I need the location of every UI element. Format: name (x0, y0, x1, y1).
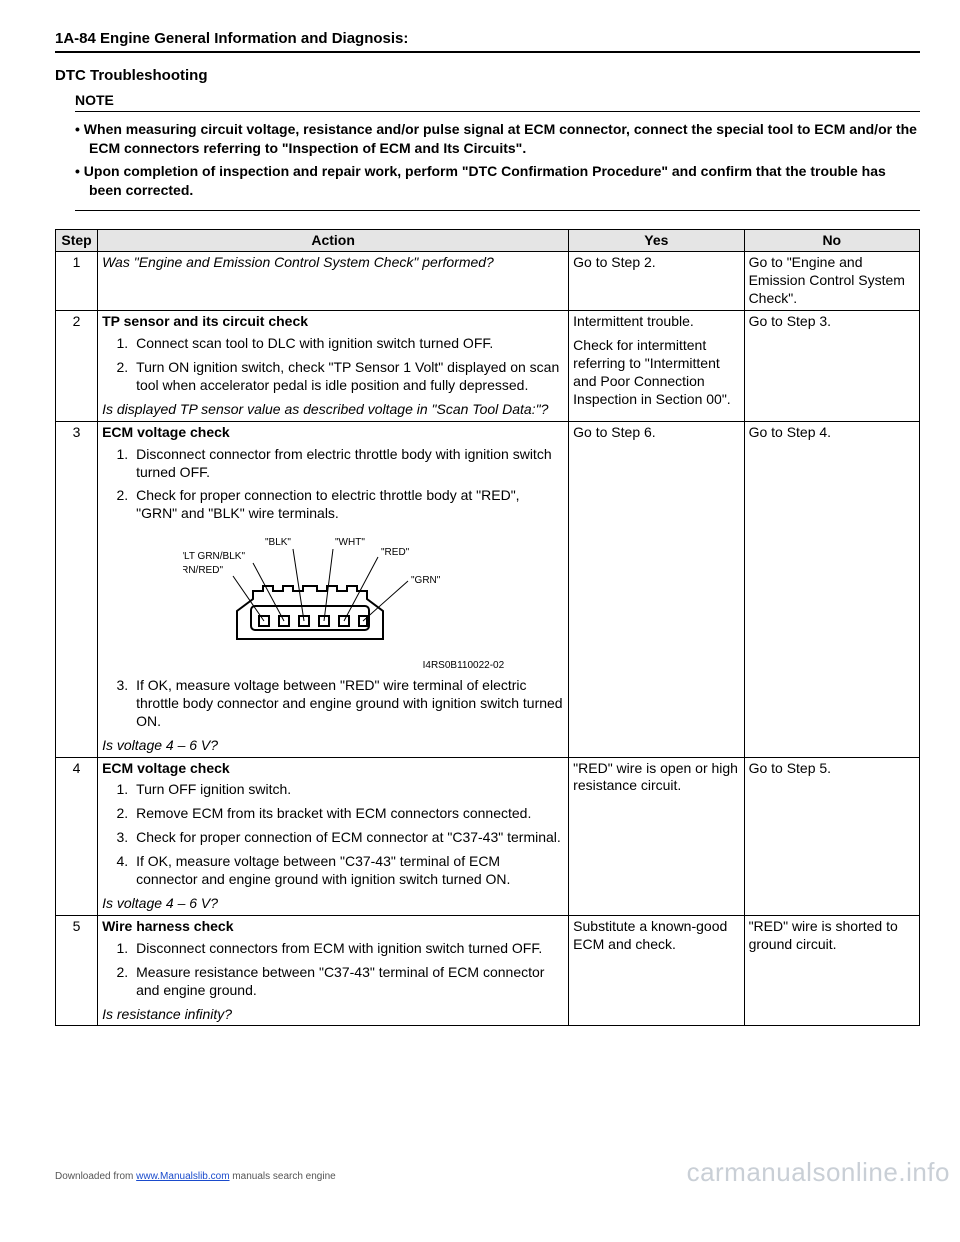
cell-yes: Intermittent trouble. Check for intermit… (569, 311, 744, 422)
table-row: 5 Wire harness check Disconnect connecto… (56, 915, 920, 1026)
yes-line: Intermittent trouble. (573, 313, 739, 331)
action-steps: Connect scan tool to DLC with ignition s… (102, 335, 564, 395)
connector-diagram: "LT GRN/RED" "LT GRN/BLK" "BLK" "WHT" "R… (102, 531, 564, 673)
cell-step: 1 (56, 252, 98, 311)
cell-no: Go to "Engine and Emission Control Syste… (744, 252, 919, 311)
action-step: Connect scan tool to DLC with ignition s… (132, 335, 564, 353)
action-step: If OK, measure voltage between "C37-43" … (132, 853, 564, 889)
cell-action: Was "Engine and Emission Control System … (98, 252, 569, 311)
note-item: When measuring circuit voltage, resistan… (75, 120, 920, 158)
cell-action: ECM voltage check Disconnect connector f… (98, 421, 569, 757)
table-row: 1 Was "Engine and Emission Control Syste… (56, 252, 920, 311)
cell-no: Go to Step 3. (744, 311, 919, 422)
action-step: Remove ECM from its bracket with ECM con… (132, 805, 564, 823)
note-block: NOTE When measuring circuit voltage, res… (75, 92, 920, 211)
cell-step: 2 (56, 311, 98, 422)
action-steps: Turn OFF ignition switch. Remove ECM fro… (102, 781, 564, 889)
action-question: Is voltage 4 – 6 V? (102, 737, 564, 755)
cell-action: TP sensor and its circuit check Connect … (98, 311, 569, 422)
table-row: 2 TP sensor and its circuit check Connec… (56, 311, 920, 422)
section-title: DTC Troubleshooting (55, 67, 920, 84)
action-step: Turn ON ignition switch, check "TP Senso… (132, 359, 564, 395)
cell-step: 4 (56, 757, 98, 915)
connector-svg: "LT GRN/RED" "LT GRN/BLK" "BLK" "WHT" "R… (183, 531, 483, 661)
cell-step: 3 (56, 421, 98, 757)
action-step: Disconnect connector from electric throt… (132, 446, 564, 482)
cell-no: Go to Step 5. (744, 757, 919, 915)
cell-step: 5 (56, 915, 98, 1026)
label-grn: "GRN" (411, 575, 441, 586)
th-no: No (744, 229, 919, 252)
diagram-id: I4RS0B110022-02 (102, 660, 564, 673)
table-row: 3 ECM voltage check Disconnect connector… (56, 421, 920, 757)
th-action: Action (98, 229, 569, 252)
action-question: Is displayed TP sensor value as describe… (102, 401, 564, 419)
action-step: Disconnect connectors from ECM with igni… (132, 940, 564, 958)
action-steps: Disconnect connector from electric throt… (102, 446, 564, 524)
action-title: Wire harness check (102, 918, 564, 936)
watermark: carmanualsonline.info (687, 1157, 950, 1188)
label-lt-grn-red: "LT GRN/RED" (183, 565, 223, 576)
action-step: Check for proper connection of ECM conne… (132, 829, 564, 847)
action-question: Is voltage 4 – 6 V? (102, 895, 564, 913)
footer-suffix: manuals search engine (230, 1171, 336, 1182)
action-question: Was "Engine and Emission Control System … (102, 254, 494, 270)
action-steps: Disconnect connectors from ECM with igni… (102, 940, 564, 1000)
action-steps: If OK, measure voltage between "RED" wir… (102, 677, 564, 731)
table-header-row: Step Action Yes No (56, 229, 920, 252)
cell-no: Go to Step 4. (744, 421, 919, 757)
label-blk: "BLK" (265, 537, 291, 548)
label-wht: "WHT" (335, 537, 365, 548)
cell-action: ECM voltage check Turn OFF ignition swit… (98, 757, 569, 915)
page: 1A-84 Engine General Information and Dia… (0, 0, 960, 1200)
troubleshoot-table: Step Action Yes No 1 Was "Engine and Emi… (55, 229, 920, 1027)
action-step: Turn OFF ignition switch. (132, 781, 564, 799)
action-question: Is resistance infinity? (102, 1006, 564, 1024)
cell-yes: Go to Step 2. (569, 252, 744, 311)
cell-yes: "RED" wire is open or high resistance ci… (569, 757, 744, 915)
cell-yes: Go to Step 6. (569, 421, 744, 757)
cell-yes: Substitute a known-good ECM and check. (569, 915, 744, 1026)
action-title: ECM voltage check (102, 424, 564, 442)
cell-action: Wire harness check Disconnect connectors… (98, 915, 569, 1026)
action-title: TP sensor and its circuit check (102, 313, 564, 331)
table-row: 4 ECM voltage check Turn OFF ignition sw… (56, 757, 920, 915)
action-step: Measure resistance between "C37-43" term… (132, 964, 564, 1000)
th-yes: Yes (569, 229, 744, 252)
cell-no: "RED" wire is shorted to ground circuit. (744, 915, 919, 1026)
note-item: Upon completion of inspection and repair… (75, 162, 920, 200)
action-step: If OK, measure voltage between "RED" wir… (132, 677, 564, 731)
action-title: ECM voltage check (102, 760, 564, 778)
yes-line: Check for intermittent referring to "Int… (573, 337, 739, 409)
th-step: Step (56, 229, 98, 252)
note-label: NOTE (75, 92, 920, 112)
note-list: When measuring circuit voltage, resistan… (75, 120, 920, 200)
page-header: 1A-84 Engine General Information and Dia… (55, 30, 920, 53)
action-step: Check for proper connection to electric … (132, 487, 564, 523)
footer-prefix: Downloaded from (55, 1171, 136, 1182)
label-red: "RED" (381, 547, 410, 558)
note-rule (75, 210, 920, 211)
label-lt-grn-blk: "LT GRN/BLK" (183, 551, 245, 562)
footer-link[interactable]: www.Manualslib.com (136, 1171, 229, 1182)
